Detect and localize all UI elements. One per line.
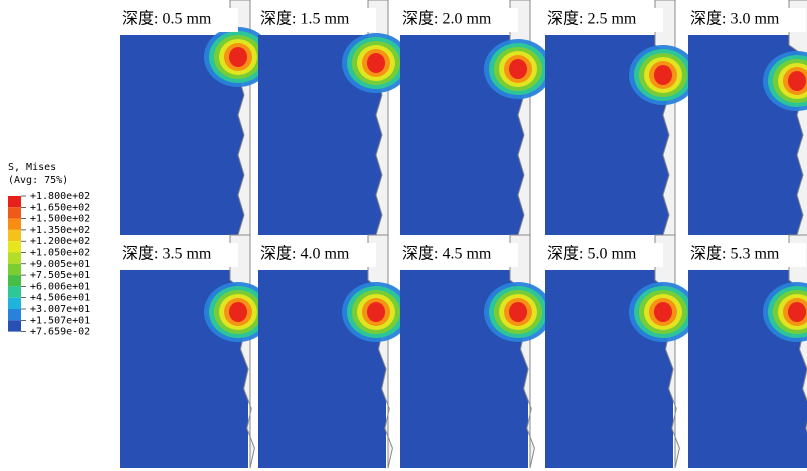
panel-label: 深度: 4.0 mm bbox=[260, 245, 350, 263]
legend-label: +1.200e+02 bbox=[30, 236, 90, 247]
stress-zone bbox=[509, 59, 527, 79]
legend-label: +1.500e+02 bbox=[30, 214, 90, 225]
legend-subtitle: (Avg: 75%) bbox=[8, 175, 68, 186]
contour-panel: 深度: 0.5 mm bbox=[118, 0, 272, 235]
legend-swatch bbox=[8, 241, 21, 252]
legend-swatch bbox=[8, 219, 21, 230]
legend-swatch bbox=[8, 230, 21, 241]
stress-zone bbox=[788, 71, 806, 91]
stress-zone bbox=[229, 47, 247, 67]
panel-label: 深度: 0.5 mm bbox=[122, 10, 212, 28]
stress-zone bbox=[367, 302, 385, 322]
contour-panel: 深度: 3.0 mm bbox=[686, 0, 807, 235]
legend-swatch bbox=[8, 298, 21, 309]
legend-label: +7.505e+01 bbox=[30, 270, 90, 281]
panel-label: 深度: 2.0 mm bbox=[402, 10, 492, 28]
panel-label: 深度: 5.0 mm bbox=[547, 245, 637, 263]
legend-swatch bbox=[8, 207, 21, 218]
contour-panel: 深度: 3.5 mm bbox=[118, 235, 272, 468]
legend-label: +1.350e+02 bbox=[30, 225, 90, 236]
stress-zone bbox=[367, 53, 385, 73]
panel-label: 深度: 3.5 mm bbox=[122, 245, 212, 263]
stress-zone bbox=[654, 65, 672, 85]
contour-panel: 深度: 5.3 mm bbox=[686, 235, 807, 468]
contour-panel: 深度: 5.0 mm bbox=[543, 235, 697, 468]
legend-label: +1.507e+01 bbox=[30, 315, 90, 326]
legend-label: +1.050e+02 bbox=[30, 248, 90, 259]
panel-label: 深度: 3.0 mm bbox=[690, 10, 780, 28]
legend-swatch bbox=[8, 320, 21, 331]
legend-label: +3.007e+01 bbox=[30, 304, 90, 315]
panel-label: 深度: 5.3 mm bbox=[690, 245, 780, 263]
stress-zone bbox=[229, 302, 247, 322]
legend-label: +6.006e+01 bbox=[30, 281, 90, 292]
contour-panel: 深度: 2.0 mm bbox=[398, 0, 552, 235]
contour-panel: 深度: 1.5 mm bbox=[256, 0, 410, 235]
stress-zone bbox=[654, 302, 672, 322]
legend-swatch bbox=[8, 196, 21, 207]
legend-swatch bbox=[8, 264, 21, 275]
legend-title: S, Mises bbox=[8, 162, 56, 173]
legend-swatch bbox=[8, 275, 21, 286]
legend-label: +1.800e+02 bbox=[30, 191, 90, 202]
legend-swatch bbox=[8, 253, 21, 264]
legend-label: +9.005e+01 bbox=[30, 259, 90, 270]
legend-label: +7.659e-02 bbox=[30, 327, 90, 338]
stress-zone bbox=[788, 302, 806, 322]
panel-label: 深度: 2.5 mm bbox=[547, 10, 637, 28]
legend-label: +1.650e+02 bbox=[30, 202, 90, 213]
panel-label: 深度: 4.5 mm bbox=[402, 245, 492, 263]
figure: S, Mises (Avg: 75%) +1.800e+02+1.650e+02… bbox=[0, 0, 807, 471]
contour-panel: 深度: 4.5 mm bbox=[398, 235, 552, 468]
stress-zone bbox=[509, 302, 527, 322]
legend-swatch bbox=[8, 309, 21, 320]
contour-panel: 深度: 4.0 mm bbox=[256, 235, 410, 468]
legend-swatch bbox=[8, 286, 21, 297]
panel-label: 深度: 1.5 mm bbox=[260, 10, 350, 28]
contour-panel: 深度: 2.5 mm bbox=[543, 0, 697, 235]
legend-label: +4.506e+01 bbox=[30, 293, 90, 304]
